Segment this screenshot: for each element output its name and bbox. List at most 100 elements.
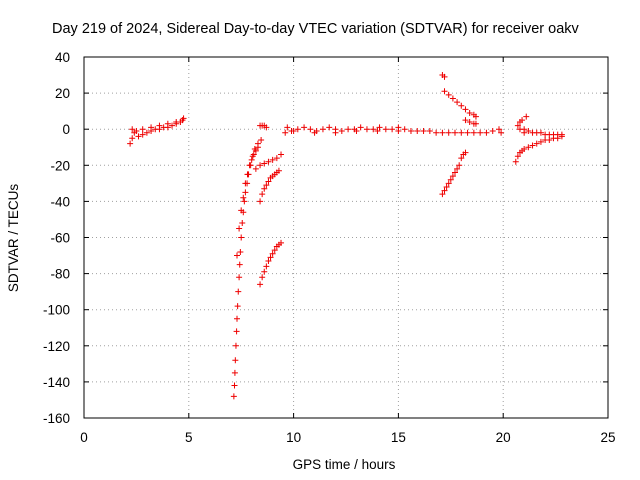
data-point bbox=[374, 128, 381, 135]
data-point bbox=[173, 118, 180, 125]
data-point bbox=[332, 129, 339, 136]
data-point bbox=[254, 144, 261, 151]
data-point bbox=[259, 191, 266, 198]
data-point bbox=[514, 122, 521, 129]
data-point bbox=[458, 102, 465, 109]
series-arc-end bbox=[512, 113, 565, 165]
data-point bbox=[263, 263, 270, 270]
data-point bbox=[477, 129, 484, 136]
axis-ticks: 0 5 10 15 20 25 40 20 0 -20 -40 -60 -80 -100 -120 -140 -… bbox=[43, 50, 616, 445]
data-point bbox=[498, 129, 505, 136]
y-tick-label: -20 bbox=[50, 158, 70, 173]
data-point bbox=[257, 281, 264, 288]
series-arc-late-falling bbox=[439, 149, 469, 198]
data-point bbox=[242, 180, 249, 187]
chart-title: Day 219 of 2024, Sidereal Day-to-day VTE… bbox=[52, 21, 580, 37]
data-point bbox=[449, 173, 456, 180]
series-arc-late-rising bbox=[439, 72, 479, 127]
data-point bbox=[265, 158, 272, 165]
data-point bbox=[441, 73, 448, 80]
data-point bbox=[231, 382, 238, 389]
data-point bbox=[472, 120, 479, 127]
data-point bbox=[462, 149, 469, 156]
data-point bbox=[537, 138, 544, 145]
data-point bbox=[462, 106, 469, 113]
data-point bbox=[278, 151, 285, 158]
data-point bbox=[439, 191, 446, 198]
data-point bbox=[238, 234, 245, 241]
data-point bbox=[441, 88, 448, 95]
data-point bbox=[456, 162, 463, 169]
x-axis-label: GPS time / hours bbox=[293, 457, 396, 472]
data-point bbox=[231, 369, 238, 376]
data-point bbox=[307, 126, 314, 133]
data-point bbox=[263, 182, 270, 189]
data-point bbox=[301, 124, 308, 131]
data-point bbox=[232, 342, 239, 349]
y-tick-label: 20 bbox=[55, 86, 70, 101]
data-point bbox=[445, 129, 452, 136]
data-point bbox=[246, 162, 253, 169]
data-point bbox=[389, 126, 396, 133]
data-point bbox=[241, 198, 248, 205]
y-tick-label: -100 bbox=[43, 303, 70, 318]
data-point bbox=[454, 165, 461, 172]
data-point bbox=[139, 126, 146, 133]
data-point bbox=[326, 124, 333, 131]
data-point bbox=[230, 393, 237, 400]
data-point bbox=[269, 250, 276, 257]
data-point bbox=[447, 176, 454, 183]
data-point bbox=[462, 117, 469, 124]
data-point bbox=[257, 198, 264, 205]
series-arc-lower bbox=[257, 239, 285, 288]
data-point bbox=[472, 113, 479, 120]
data-point bbox=[129, 126, 136, 133]
data-point bbox=[449, 95, 456, 102]
data-point bbox=[311, 129, 318, 136]
y-tick-label: -140 bbox=[43, 375, 70, 390]
data-point bbox=[537, 129, 544, 136]
data-point bbox=[265, 257, 272, 264]
data-point bbox=[148, 124, 155, 131]
y-tick-label: -160 bbox=[43, 411, 70, 426]
data-point bbox=[265, 178, 272, 185]
data-point bbox=[458, 155, 465, 162]
data-point bbox=[319, 126, 326, 133]
data-point bbox=[252, 165, 259, 172]
data-point bbox=[514, 153, 521, 160]
data-point bbox=[129, 135, 136, 142]
grid bbox=[84, 57, 608, 418]
data-point bbox=[433, 129, 440, 136]
data-point bbox=[382, 126, 389, 133]
y-tick-label: -40 bbox=[50, 194, 70, 209]
data-point bbox=[546, 137, 553, 144]
data-point bbox=[236, 261, 243, 268]
data-point bbox=[234, 315, 241, 322]
x-tick-label: 0 bbox=[80, 430, 88, 445]
data-point bbox=[401, 126, 408, 133]
data-point bbox=[133, 128, 140, 135]
data-point bbox=[239, 220, 246, 227]
data-point bbox=[395, 128, 402, 135]
data-point bbox=[370, 126, 377, 133]
data-point bbox=[275, 167, 282, 174]
data-point bbox=[470, 129, 477, 136]
data-point bbox=[533, 140, 540, 147]
data-point bbox=[483, 129, 490, 136]
data-point bbox=[169, 122, 176, 129]
y-tick-label: -80 bbox=[50, 267, 70, 282]
data-point bbox=[420, 128, 427, 135]
data-point bbox=[258, 137, 265, 144]
data-point bbox=[143, 129, 150, 136]
data-point bbox=[236, 225, 243, 232]
data-point bbox=[135, 133, 142, 140]
data-point bbox=[232, 357, 239, 364]
data-point bbox=[451, 169, 458, 176]
data-point bbox=[489, 128, 496, 135]
data-point bbox=[525, 128, 532, 135]
data-point bbox=[261, 160, 268, 167]
data-point bbox=[464, 129, 471, 136]
data-point bbox=[237, 248, 244, 255]
y-tick-label: -60 bbox=[50, 231, 70, 246]
